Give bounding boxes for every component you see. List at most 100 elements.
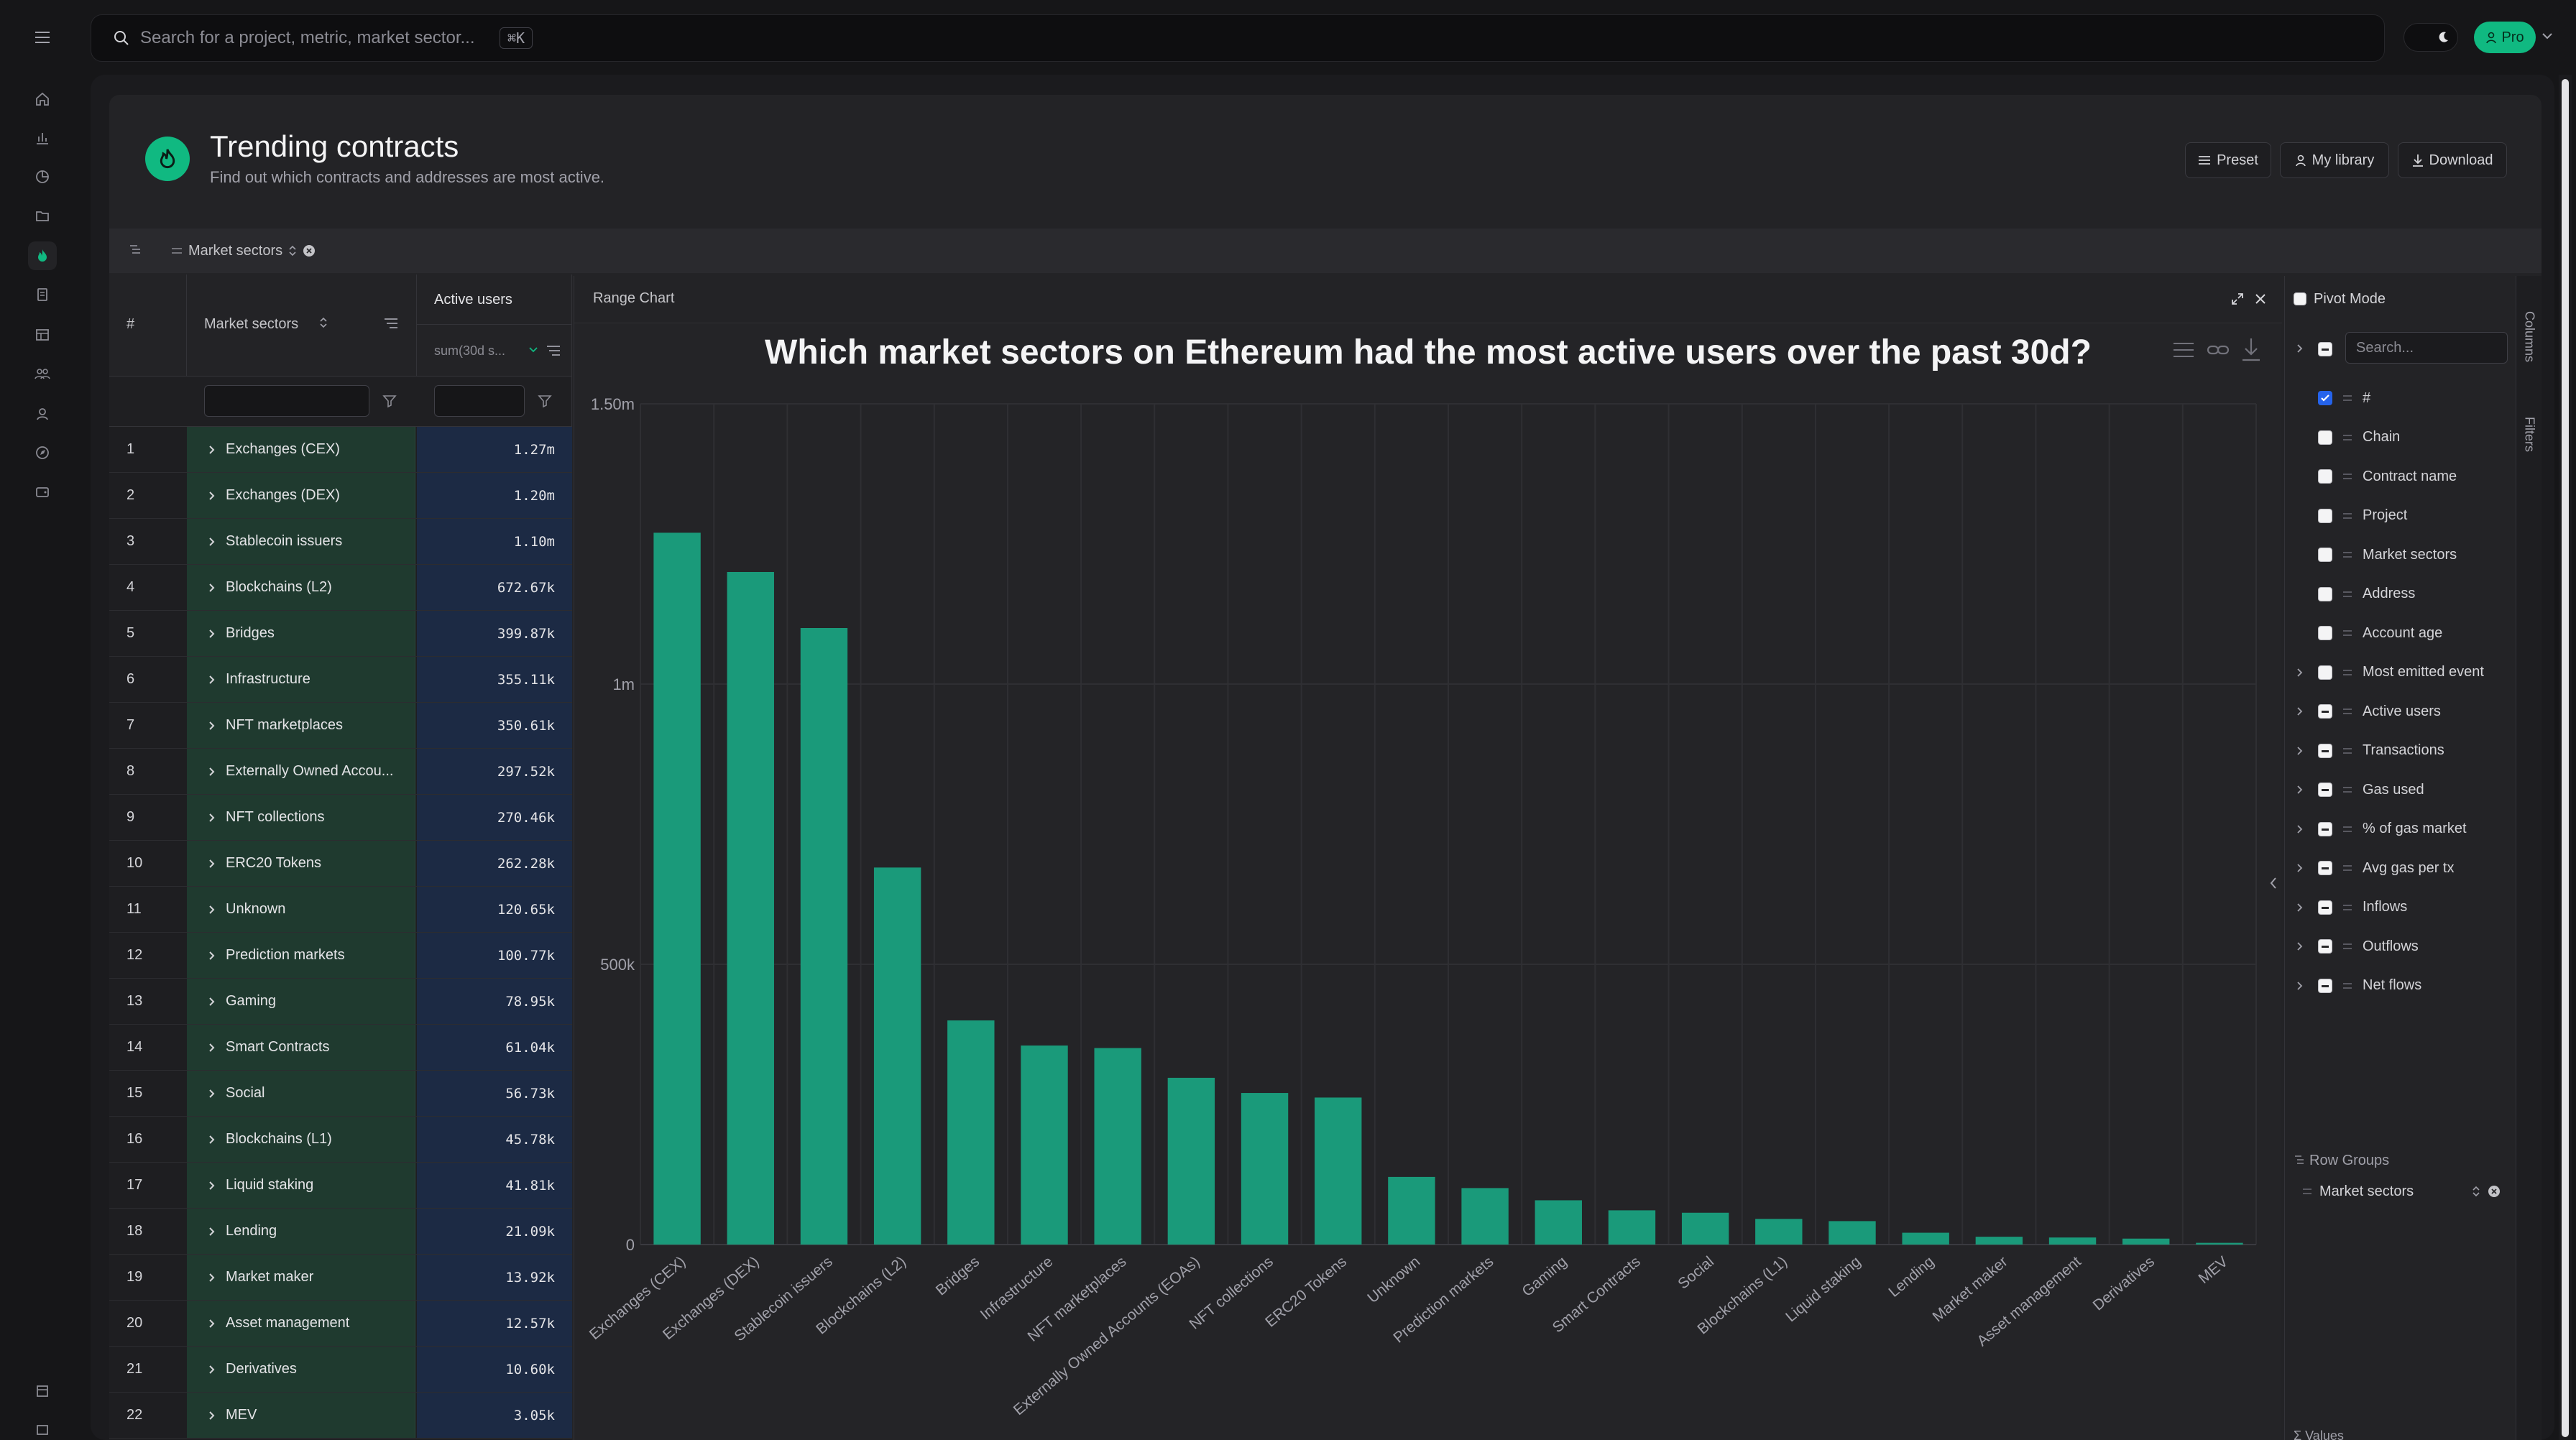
table-row[interactable]: 18 Lending 21.09k bbox=[109, 1209, 572, 1255]
pivot-mode-checkbox[interactable] bbox=[2294, 292, 2306, 305]
chart-menu-icon[interactable] bbox=[2171, 338, 2196, 362]
table-row[interactable]: 2 Exchanges (DEX) 1.20m bbox=[109, 473, 572, 519]
users-filter-input[interactable] bbox=[434, 385, 525, 417]
chevron-right-icon[interactable] bbox=[208, 537, 216, 547]
table-row[interactable]: 4 Blockchains (L2) 672.67k bbox=[109, 565, 572, 611]
bar[interactable] bbox=[1535, 1200, 1582, 1245]
chevron-right-icon[interactable] bbox=[2296, 785, 2304, 795]
bar[interactable] bbox=[653, 532, 701, 1245]
column-item[interactable]: Outflows bbox=[2285, 932, 2515, 961]
group-chip-market-sectors[interactable]: Market sectors bbox=[171, 239, 316, 263]
chevron-right-icon[interactable] bbox=[2296, 903, 2304, 913]
remove-icon[interactable] bbox=[2488, 1185, 2501, 1198]
page-scrollbar[interactable] bbox=[2559, 75, 2572, 1440]
pro-account-button[interactable]: Pro bbox=[2474, 22, 2536, 53]
chevron-right-icon[interactable] bbox=[208, 1365, 216, 1375]
sort-icon[interactable] bbox=[288, 244, 297, 257]
table-row[interactable]: 5 Bridges 399.87k bbox=[109, 611, 572, 657]
home-icon[interactable] bbox=[28, 85, 57, 114]
market-sector-cell[interactable]: Derivatives bbox=[187, 1347, 415, 1392]
market-sector-cell[interactable]: Externally Owned Accou... bbox=[187, 749, 415, 794]
chevron-right-icon[interactable] bbox=[208, 1181, 216, 1191]
bar[interactable] bbox=[1388, 1176, 1435, 1245]
column-checkbox[interactable] bbox=[2318, 626, 2332, 640]
menu-icon[interactable] bbox=[28, 23, 57, 52]
column-header-market-sectors[interactable]: Market sectors bbox=[187, 274, 417, 377]
table-icon[interactable] bbox=[28, 320, 57, 349]
bar[interactable] bbox=[2048, 1237, 2097, 1245]
chevron-right-icon[interactable] bbox=[208, 629, 216, 639]
flame-icon[interactable] bbox=[28, 241, 57, 270]
bar[interactable] bbox=[727, 572, 774, 1245]
chevron-right-icon[interactable] bbox=[2296, 668, 2304, 678]
scrollbar-thumb[interactable] bbox=[2562, 79, 2569, 1437]
link-icon[interactable] bbox=[2206, 338, 2230, 362]
column-item[interactable]: Address bbox=[2285, 580, 2515, 609]
download-button[interactable]: Download bbox=[2398, 142, 2507, 178]
table-row[interactable]: 12 Prediction markets 100.77k bbox=[109, 933, 572, 979]
market-sector-cell[interactable]: Infrastructure bbox=[187, 657, 415, 702]
chevron-left-icon[interactable] bbox=[2269, 877, 2278, 890]
market-sector-cell[interactable]: Blockchains (L1) bbox=[187, 1117, 415, 1162]
market-sector-cell[interactable]: Bridges bbox=[187, 611, 415, 656]
tab-filters[interactable]: Filters bbox=[2516, 398, 2542, 470]
market-sector-cell[interactable]: Blockchains (L2) bbox=[187, 565, 415, 610]
column-item[interactable]: Gas used bbox=[2285, 775, 2515, 804]
column-item[interactable]: Active users bbox=[2285, 697, 2515, 726]
chevron-down-icon[interactable] bbox=[2542, 32, 2553, 40]
market-sector-cell[interactable]: MEV bbox=[187, 1393, 415, 1438]
bar[interactable] bbox=[1461, 1188, 1509, 1245]
chevron-right-icon[interactable] bbox=[2296, 981, 2304, 991]
table-row[interactable]: 3 Stablecoin issuers 1.10m bbox=[109, 519, 572, 565]
chevron-right-icon[interactable] bbox=[2296, 824, 2304, 834]
bar[interactable] bbox=[1828, 1221, 1876, 1245]
chevron-right-icon[interactable] bbox=[2296, 863, 2304, 873]
bar[interactable] bbox=[2196, 1242, 2243, 1245]
market-sector-cell[interactable]: Asset management bbox=[187, 1301, 415, 1346]
close-icon[interactable] bbox=[2253, 292, 2268, 306]
column-checkbox[interactable] bbox=[2318, 430, 2332, 445]
table-row[interactable]: 9 NFT collections 270.46k bbox=[109, 795, 572, 841]
chevron-down-icon[interactable] bbox=[529, 346, 538, 354]
user-icon[interactable] bbox=[28, 400, 57, 428]
chevron-right-icon[interactable] bbox=[208, 1043, 216, 1053]
column-checkbox[interactable] bbox=[2318, 939, 2332, 954]
filter-icon[interactable] bbox=[382, 394, 397, 408]
bar[interactable] bbox=[800, 628, 848, 1245]
market-sector-cell[interactable]: Unknown bbox=[187, 887, 415, 932]
sort-icon[interactable] bbox=[2472, 1185, 2480, 1198]
column-item[interactable]: Account age bbox=[2285, 619, 2515, 647]
bar[interactable] bbox=[1315, 1097, 1362, 1245]
bar[interactable] bbox=[1975, 1237, 2023, 1245]
market-sector-cell[interactable]: Lending bbox=[187, 1209, 415, 1254]
column-item[interactable]: Net flows bbox=[2285, 971, 2515, 1000]
column-checkbox[interactable] bbox=[2318, 821, 2332, 836]
column-checkbox[interactable] bbox=[2318, 508, 2332, 523]
pie-chart-icon[interactable] bbox=[28, 162, 57, 191]
table-row[interactable]: 13 Gaming 78.95k bbox=[109, 979, 572, 1025]
chevron-right-icon[interactable] bbox=[208, 583, 216, 593]
table-row[interactable]: 10 ERC20 Tokens 262.28k bbox=[109, 841, 572, 887]
table-row[interactable]: 15 Social 56.73k bbox=[109, 1071, 572, 1117]
pivot-mode-toggle[interactable]: Pivot Mode bbox=[2285, 285, 2515, 313]
expand-icon[interactable] bbox=[2230, 292, 2245, 306]
chevron-right-icon[interactable] bbox=[2296, 941, 2304, 951]
chevron-right-icon[interactable] bbox=[208, 1273, 216, 1283]
table-row[interactable]: 7 NFT marketplaces 350.61k bbox=[109, 703, 572, 749]
wallet-icon[interactable] bbox=[28, 477, 57, 506]
search-input[interactable] bbox=[140, 28, 500, 48]
bar-chart-icon[interactable] bbox=[28, 124, 57, 152]
row-group-item[interactable]: Market sectors bbox=[2302, 1177, 2506, 1206]
column-checkbox[interactable] bbox=[2318, 586, 2332, 601]
chevron-right-icon[interactable] bbox=[208, 445, 216, 455]
column-header-number[interactable]: # bbox=[109, 274, 187, 377]
column-menu-icon[interactable] bbox=[546, 345, 561, 356]
column-item[interactable]: % of gas market bbox=[2285, 815, 2515, 844]
column-checkbox[interactable] bbox=[2318, 978, 2332, 993]
column-menu-icon[interactable] bbox=[384, 318, 398, 329]
column-checkbox[interactable] bbox=[2318, 743, 2332, 758]
chevron-right-icon[interactable] bbox=[208, 905, 216, 915]
folder-icon[interactable] bbox=[28, 201, 57, 230]
select-all-checkbox[interactable] bbox=[2318, 342, 2332, 356]
market-sector-cell[interactable]: Exchanges (CEX) bbox=[187, 427, 415, 472]
